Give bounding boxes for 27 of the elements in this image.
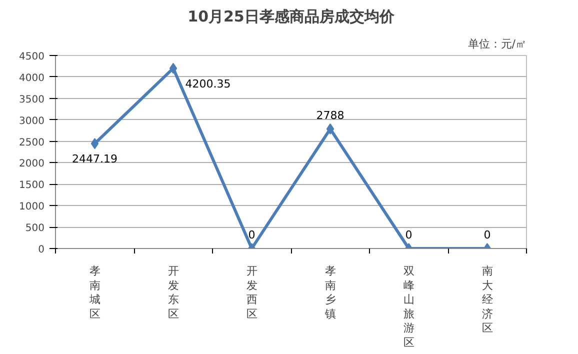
x-tick-label: 孝南乡镇 [324, 264, 336, 320]
y-tick-label: 4000 [19, 72, 45, 84]
y-tick-label: 2000 [19, 158, 45, 170]
y-tick-label: 3000 [19, 116, 45, 127]
data-label: 0 [405, 228, 412, 242]
chart-subtitle: 单位：元/㎡ [468, 38, 527, 50]
x-tick-label: 双峰山旅游区 [403, 264, 414, 349]
point [169, 62, 178, 74]
x-tick-label: 南大经济区 [482, 264, 493, 335]
x-tick-label: 开发西区 [246, 264, 258, 320]
x-tick-label: 孝南城区 [88, 264, 100, 320]
data-label: 2447.19 [72, 152, 118, 166]
point [90, 138, 99, 150]
data-label: 2788 [316, 108, 344, 122]
point [326, 123, 334, 134]
y-tick-label: 3500 [19, 94, 45, 106]
data-label: 0 [484, 228, 491, 242]
data-label: 4200.35 [185, 77, 231, 90]
x-tick-label: 开发东区 [168, 264, 179, 320]
y-tick-label: 1500 [19, 180, 45, 192]
y-tick-label: 500 [25, 223, 45, 234]
y-tick-label: 0 [38, 244, 45, 256]
y-tick-label: 4500 [19, 52, 45, 62]
chart-title: 10月25日孝感商品房成交均价 [188, 8, 396, 26]
y-tick-label: 1000 [19, 202, 45, 213]
y-tick-label: 2500 [19, 137, 45, 148]
data-label: 0 [248, 228, 256, 242]
